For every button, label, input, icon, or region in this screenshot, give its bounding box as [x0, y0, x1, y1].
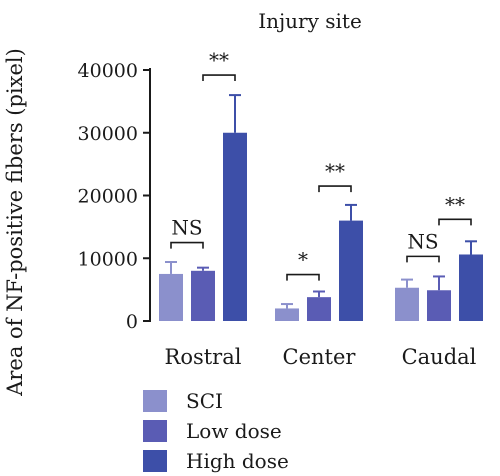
bar: [459, 254, 483, 321]
significance-bracket: [170, 241, 204, 249]
legend-label: Low dose: [186, 419, 282, 443]
bar: [339, 220, 363, 321]
y-tick-label: 20000: [78, 186, 138, 208]
significance-bracket: [406, 255, 440, 263]
legend-label: SCI: [186, 389, 223, 413]
significance-label: NS: [171, 216, 202, 240]
bar: [191, 270, 215, 321]
bar: [427, 290, 451, 321]
x-category-label: Rostral: [165, 345, 242, 369]
y-tick-label: 30000: [78, 123, 138, 145]
significance-group: NS*****NS**: [170, 48, 472, 281]
significance-bracket: [318, 185, 352, 193]
significance-bracket: [202, 74, 236, 82]
significance-label: **: [325, 159, 345, 183]
legend-swatch: [143, 450, 167, 472]
legend-swatch: [143, 420, 167, 442]
y-axis: 0 10000 20000 30000 40000: [78, 60, 151, 333]
bar: [307, 297, 331, 321]
legend-label: High dose: [186, 449, 289, 473]
legend-swatch: [143, 390, 167, 412]
significance-bracket: [438, 218, 472, 226]
y-tick-label: 40000: [78, 60, 138, 82]
significance-label: *: [298, 248, 308, 272]
y-tick-label: 10000: [78, 248, 138, 270]
bar: [395, 287, 419, 321]
significance-bracket: [286, 273, 320, 281]
y-axis-label: Area of NF-positive fibers (pixel): [3, 48, 27, 397]
significance-label: **: [209, 48, 229, 72]
bar: [159, 273, 183, 321]
bars-group: [159, 132, 483, 321]
chart-title: Injury site: [258, 9, 362, 33]
bar: [223, 132, 247, 321]
significance-label: **: [445, 192, 465, 216]
error-bars-group: [165, 94, 477, 309]
bar: [275, 308, 299, 321]
category-labels: Rostral Center Caudal: [165, 345, 477, 369]
x-category-label: Caudal: [402, 345, 477, 369]
x-category-label: Center: [283, 345, 357, 369]
y-tick-label: 0: [126, 311, 138, 333]
significance-label: NS: [407, 229, 438, 253]
legend: SCI Low dose High dose: [143, 389, 289, 473]
